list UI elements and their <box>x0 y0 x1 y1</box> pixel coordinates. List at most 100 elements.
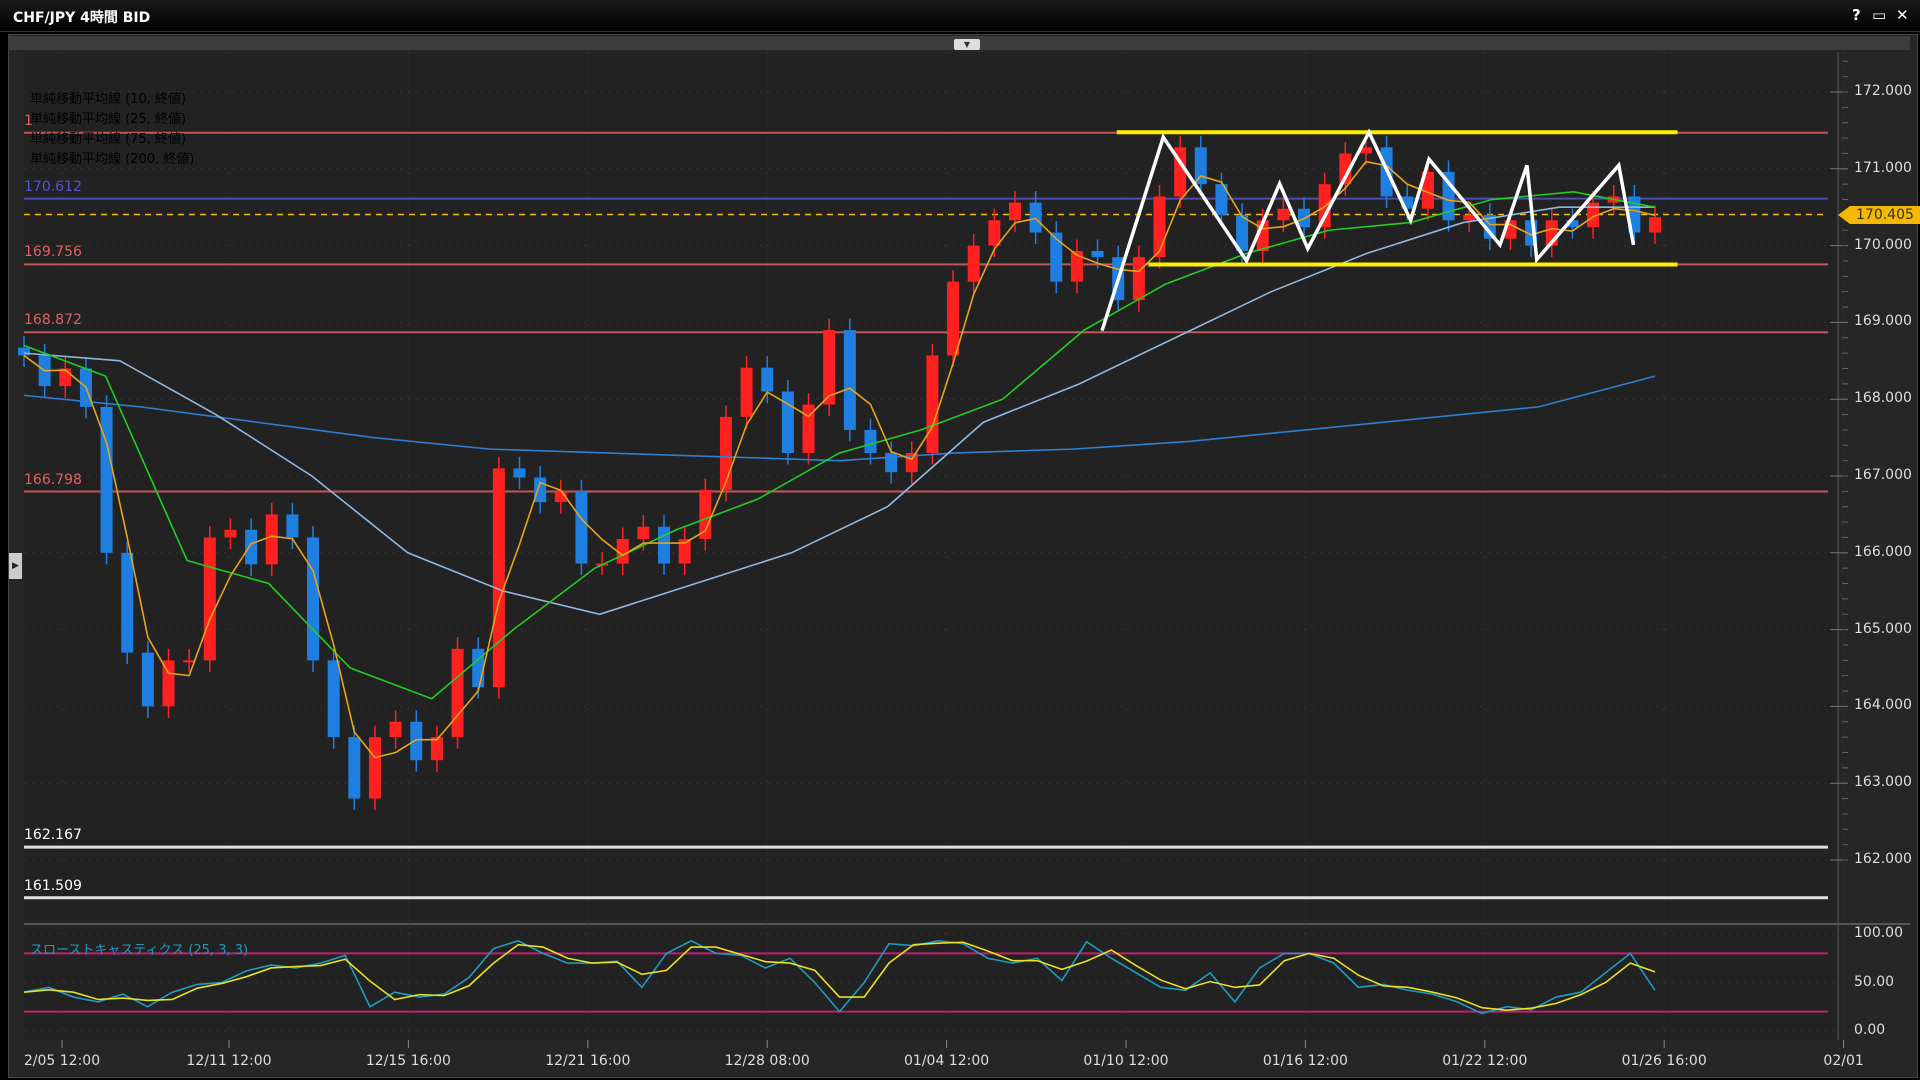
candle-body <box>224 529 237 538</box>
candle-body <box>864 429 877 453</box>
candle-body <box>1628 196 1641 233</box>
horizontal-line-label: 168.872 <box>24 312 82 329</box>
candle-body <box>1153 196 1166 258</box>
candle-body <box>843 330 856 430</box>
x-tick-label: 01/16 12:00 <box>1262 1053 1348 1069</box>
candle-body <box>761 367 774 392</box>
candle-body <box>410 721 423 761</box>
y-tick-label: 162.000 <box>1854 851 1912 867</box>
x-tick-label: 12/28 08:00 <box>724 1053 810 1069</box>
candle-body <box>286 514 299 538</box>
close-button[interactable]: ✕ <box>1896 6 1909 24</box>
candle-body <box>1132 257 1145 301</box>
horizontal-line-label: 161.509 <box>24 877 82 894</box>
x-tick-label: 12/21 16:00 <box>545 1053 631 1069</box>
candle-body <box>1421 171 1434 209</box>
candle-body <box>967 245 980 282</box>
candle-body <box>18 347 30 356</box>
candle-body <box>141 652 154 707</box>
legend-ma75: 単純移動平均線 (75, 終値) <box>30 132 187 147</box>
candle-body <box>1339 153 1352 185</box>
horizontal-line-label: 1 <box>24 112 33 129</box>
stochastic-axis-label: 0.00 <box>1854 1022 1886 1038</box>
main-plot-area <box>24 52 1838 920</box>
candle-body <box>575 491 588 564</box>
candle-body <box>1215 184 1228 215</box>
candle-body <box>616 538 629 564</box>
candle-body <box>554 491 567 503</box>
candle-body <box>1029 202 1042 233</box>
y-tick-label: 163.000 <box>1854 774 1912 791</box>
candle-body <box>947 281 960 356</box>
candle-body <box>162 660 175 707</box>
stochastic-d-line <box>23 941 1656 1011</box>
candle-body <box>121 552 134 653</box>
candle-body <box>719 416 732 490</box>
x-tick-label: 01/04 12:00 <box>904 1053 990 1069</box>
y-tick-label: 171.000 <box>1854 159 1912 176</box>
zigzag-annotation <box>1100 128 1636 332</box>
candle-body <box>926 355 939 453</box>
x-tick-label: 01/22 12:00 <box>1442 1053 1528 1069</box>
candle-body <box>1236 214 1249 251</box>
candle-body <box>245 529 258 565</box>
toolbar-toggle-button[interactable]: ▼ <box>954 39 980 50</box>
stochastic-axis-label: 100.00 <box>1854 925 1903 941</box>
candle-body <box>534 477 547 503</box>
candle-body <box>451 648 464 738</box>
chevron-right-icon: ▶ <box>12 561 19 571</box>
candle-body <box>183 660 196 663</box>
y-tick-label: 172.000 <box>1854 83 1912 99</box>
candle-body <box>203 537 216 661</box>
candle-body <box>1050 232 1063 282</box>
candle-body <box>637 526 650 539</box>
y-tick-label: 169.000 <box>1854 313 1912 330</box>
candle-body <box>389 721 402 738</box>
side-panel-handle[interactable]: ▶ <box>9 553 22 579</box>
candle-body <box>699 489 712 539</box>
y-tick-label: 167.000 <box>1854 467 1912 483</box>
help-button[interactable]: ? <box>1852 6 1861 24</box>
y-tick-label: 170.000 <box>1854 236 1912 253</box>
candle-body <box>740 367 753 417</box>
legend-ma25: 単純移動平均線 (25, 終値) <box>30 112 187 127</box>
candle-body <box>265 514 278 565</box>
current-price-marker: 170.405 <box>1838 206 1920 224</box>
maximize-button[interactable]: ▭ <box>1872 6 1887 24</box>
ma25-line <box>23 191 1656 700</box>
candle-body <box>885 452 898 473</box>
x-tick-label: 12/15 16:00 <box>365 1053 451 1069</box>
horizontal-line-label: 166.798 <box>24 471 82 488</box>
x-tick-label: 01/10 12:00 <box>1083 1053 1169 1069</box>
candle-body <box>781 391 794 453</box>
ma75-line <box>23 206 1655 616</box>
candle-body <box>658 526 671 564</box>
candle-body <box>472 648 485 688</box>
candle-body <box>802 404 815 453</box>
candle-body <box>368 737 381 799</box>
candle-body <box>823 330 836 405</box>
candle-body <box>513 468 526 478</box>
legend-ma200: 単純移動平均線 (200, 終値) <box>30 152 195 167</box>
ma200-line <box>23 375 1656 462</box>
x-tick-label: 01/26 16:00 <box>1621 1053 1707 1069</box>
candle-body <box>1277 208 1290 221</box>
stochastic-title: スローストキャスティクス (25, 3, 3) <box>30 943 249 958</box>
y-tick-label: 168.000 <box>1854 390 1912 407</box>
stochastic-axis-label: 50.00 <box>1854 973 1895 990</box>
y-tick-label: 166.000 <box>1854 543 1912 560</box>
window-title: CHF/JPY 4時間 BID <box>13 10 151 26</box>
stochastic-k-line <box>23 939 1656 1015</box>
candle-body <box>59 368 72 387</box>
horizontal-line-label: 169.756 <box>24 244 82 261</box>
x-tick-label: 12/11 12:00 <box>186 1053 272 1069</box>
legend-ma10: 単純移動平均線 (10, 終値) <box>30 92 187 107</box>
candle-body <box>348 737 361 799</box>
candle-body <box>307 537 320 661</box>
candle-body <box>430 737 443 761</box>
candle-body <box>100 406 113 553</box>
y-tick-label: 165.000 <box>1854 620 1912 637</box>
candle-body <box>678 538 691 564</box>
chevron-down-icon: ▼ <box>963 40 971 49</box>
